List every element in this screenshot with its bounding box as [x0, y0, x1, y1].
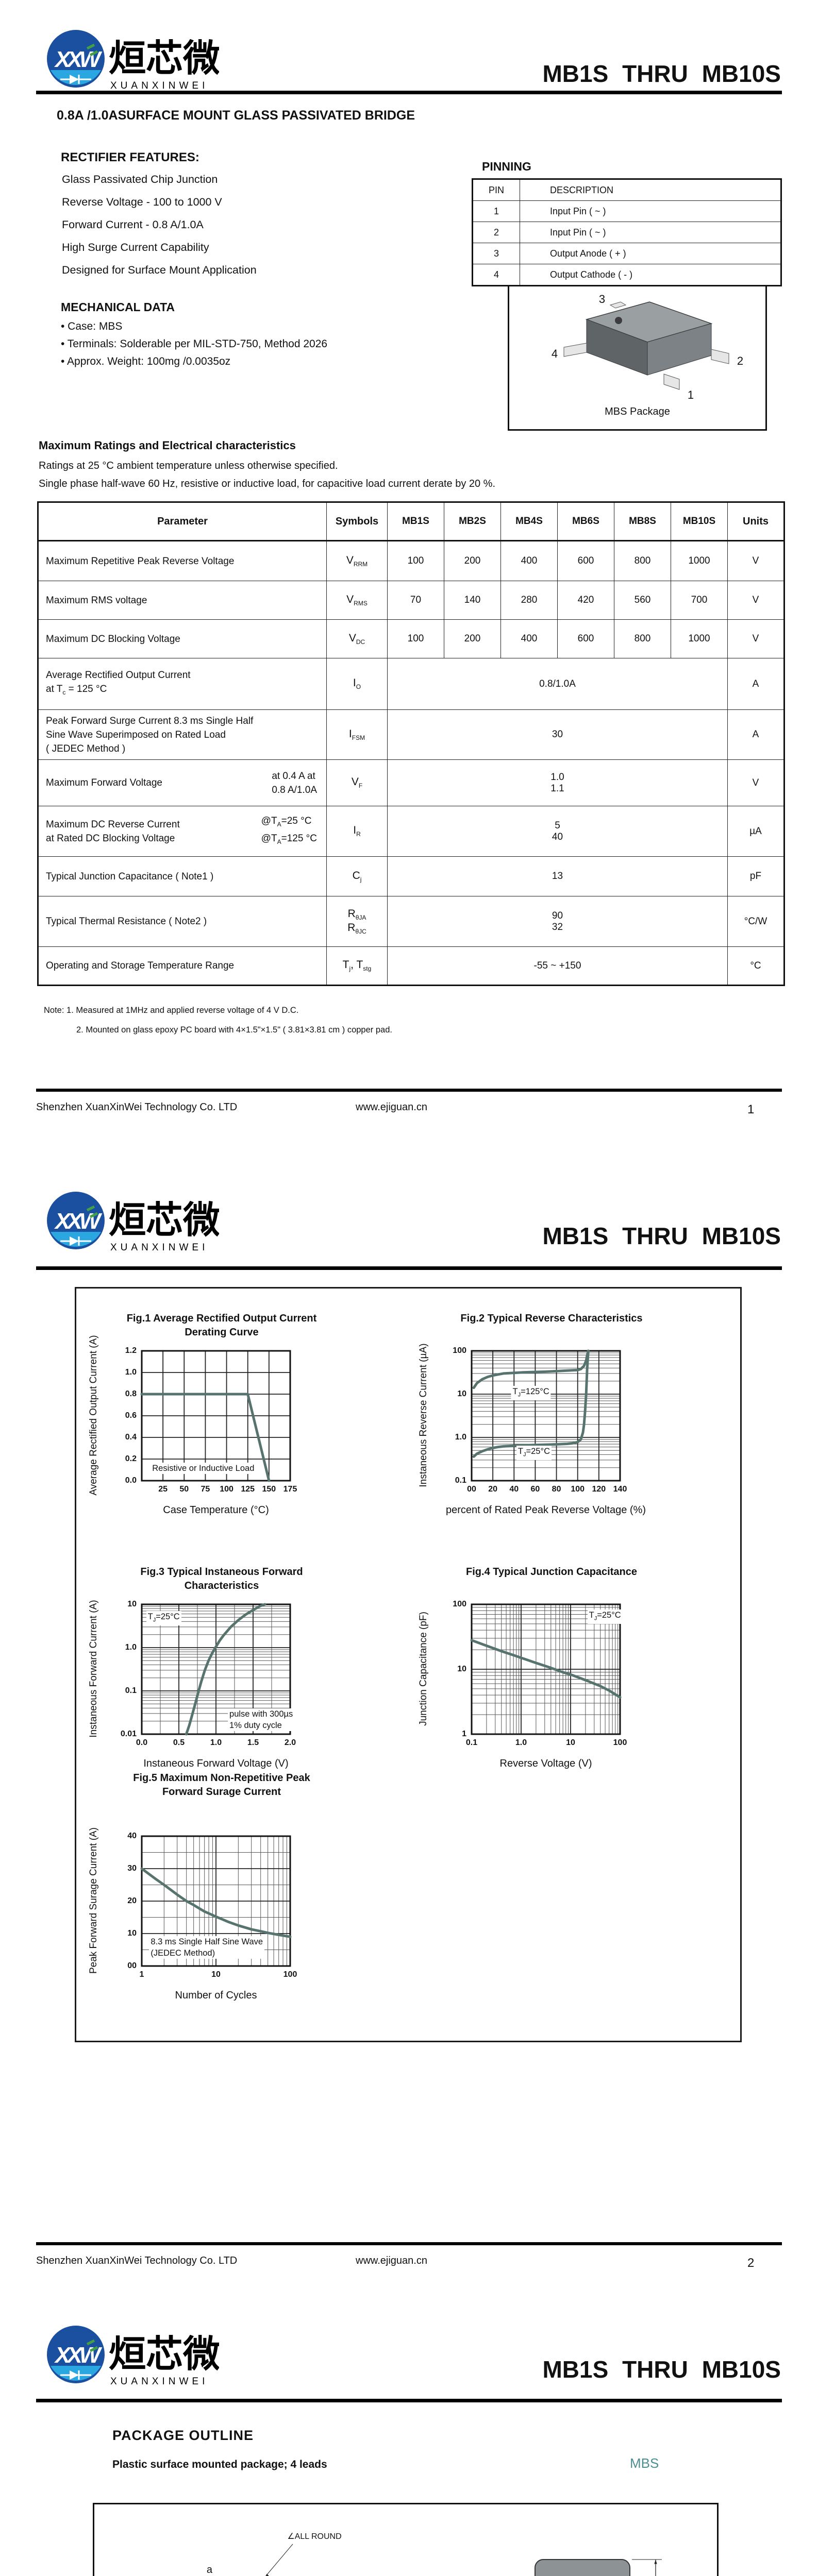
- ratings-row: Typical Junction Capacitance ( Note1 ) Cj…: [38, 856, 784, 896]
- ratings-header: Symbols: [326, 502, 388, 541]
- footer-rule-1: [36, 1089, 782, 1092]
- svg-text:烜芯微: 烜芯微: [109, 1200, 219, 1241]
- pinning-row: 1 Input Pin ( ~ ): [472, 200, 781, 222]
- pinning-title: PINNING: [482, 160, 531, 173]
- ratings-title: Maximum Ratings and Electrical character…: [39, 439, 296, 452]
- mechanical-item: • Terminals: Solderable per MIL-STD-750,…: [61, 338, 328, 350]
- pinning-row: 2 Input Pin ( ~ ): [472, 222, 781, 243]
- ratings-row: Maximum DC Blocking Voltage VDC 100 200 400 6…: [38, 619, 784, 658]
- header-rule-1: [36, 91, 782, 94]
- ratings-row: Operating and Storage Temperature Range T…: [38, 946, 784, 986]
- ratings-row: Maximum Repetitive Peak Reverse Voltage V…: [38, 540, 784, 581]
- ratings-header: MB2S: [444, 502, 501, 541]
- footer-rule-2: [36, 2242, 782, 2245]
- brand-logo-icon: XXW 烜芯微 XUANXINWEI: [47, 2326, 220, 2387]
- page-number-1: 1: [747, 1103, 755, 1116]
- pinning-row: 4 Output Cathode ( - ): [472, 264, 781, 286]
- footer-company-2: Shenzhen XuanXinWei Technology Co. LTD: [36, 2255, 238, 2266]
- page3-logo: XXW 烜芯微 XUANXINWEI: [44, 2321, 220, 2391]
- feature-item: Reverse Voltage - 100 to 1000 V: [62, 196, 222, 208]
- feature-item: High Surge Current Capability: [62, 241, 209, 253]
- outline-drawing-box: [93, 2503, 719, 2576]
- package-name-label: MBS: [630, 2455, 659, 2471]
- svg-text:烜芯微: 烜芯微: [109, 2334, 219, 2375]
- svg-text:XUANXINWEI: XUANXINWEI: [110, 2376, 208, 2387]
- ratings-header: MB10S: [671, 502, 728, 541]
- footer-url-2[interactable]: www.ejiguan.cn: [356, 2255, 427, 2266]
- note-line-2: 2. Mounted on glass epoxy PC board with …: [76, 1025, 392, 1035]
- feature-item: Glass Passivated Chip Junction: [62, 173, 218, 185]
- ratings-row: Average Rectified Output Current at Tc = …: [38, 658, 784, 710]
- logo-monogram: XXW: [54, 47, 103, 72]
- svg-text:4: 4: [552, 347, 558, 360]
- ratings-row: Peak Forward Surge Current 8.3 ms Single…: [38, 709, 784, 760]
- feature-item: Forward Current - 0.8 A/1.0A: [62, 218, 204, 231]
- ratings-cond-2: Single phase half-wave 60 Hz, resistive …: [39, 478, 496, 489]
- logo-en-text: XUANXINWEI: [110, 80, 208, 91]
- page1-title: MB1S THRU MB10S: [542, 60, 781, 87]
- page-number-2: 2: [747, 2256, 755, 2270]
- brand-logo-icon: XXW 烜芯微 XUANXINWEI: [47, 30, 220, 91]
- ratings-table: Parameter Symbols MB1S MB2S MB4S MB6S MB8S MB10…: [37, 501, 785, 986]
- subtitle: 0.8A /1.0ASURFACE MOUNT GLASS PASSIVATED…: [57, 108, 415, 123]
- package-image-box: MBS Package 3 4 2 1: [508, 285, 767, 431]
- svg-text:3: 3: [599, 293, 605, 306]
- note-line-1: Note: 1. Measured at 1MHz and applied re…: [44, 1006, 299, 1015]
- features-title: RECTIFIER FEATURES:: [61, 150, 199, 164]
- page2-title: MB1S THRU MB10S: [542, 1223, 781, 1249]
- outline-side-view: ∠ALL ROUNDacLL1HE: [155, 2519, 474, 2576]
- header-rule-3: [36, 2399, 782, 2402]
- feature-item: Designed for Surface Mount Application: [62, 264, 257, 276]
- mechanical-item: • Case: MBS: [61, 320, 123, 332]
- ratings-header: MB6S: [557, 502, 614, 541]
- svg-text:1: 1: [688, 388, 694, 401]
- svg-text:a: a: [207, 2564, 213, 2575]
- features-list: Glass Passivated Chip Junction Reverse Vo…: [62, 173, 257, 286]
- pinning-header: PIN: [472, 179, 520, 201]
- figures-box: [75, 1287, 742, 2042]
- brand-logo-icon: XXW 烜芯微 XUANXINWEI: [47, 1192, 220, 1253]
- header-rule-2: [36, 1266, 782, 1270]
- svg-text:∠ALL ROUND: ∠ALL ROUND: [287, 2532, 341, 2541]
- svg-text:XXW: XXW: [54, 2343, 103, 2368]
- outline-end-view: Ad: [505, 2519, 680, 2576]
- ratings-header: MB1S: [387, 502, 444, 541]
- package-outline-title: PACKAGE OUTLINE: [112, 2428, 254, 2443]
- ratings-row: Typical Thermal Resistance ( Note2 ) RθJA…: [38, 896, 784, 947]
- ratings-row: Maximum DC Reverse Current at Rated DC Bl…: [38, 806, 784, 857]
- page2-logo: XXW 烜芯微 XUANXINWEI: [44, 1188, 220, 1257]
- mechanical-item: • Approx. Weight: 100mg /0.0035oz: [61, 355, 231, 367]
- page3-title: MB1S THRU MB10S: [542, 2356, 781, 2383]
- package-outline-sub: Plastic surface mounted package; 4 leads: [112, 2459, 327, 2470]
- ratings-row: Maximum Forward Voltage at 0.4 A at 0.8 A/…: [38, 759, 784, 806]
- svg-text:XUANXINWEI: XUANXINWEI: [110, 1242, 208, 1253]
- pinning-row: 3 Output Anode ( + ): [472, 243, 781, 264]
- ratings-header: MB4S: [500, 502, 558, 541]
- svg-text:XXW: XXW: [54, 1209, 103, 1234]
- mechanical-list: • Case: MBS • Terminals: Solderable per M…: [61, 320, 327, 373]
- ratings-row: Maximum RMS voltage VRMS 70 140 280 420 560 700…: [38, 581, 784, 620]
- logo-cn-text: 烜芯微: [109, 38, 219, 79]
- package-caption: MBS Package: [605, 406, 670, 417]
- page1-logo: XXW 烜芯微 XUANXINWEI: [44, 26, 220, 95]
- footer-url-1[interactable]: www.ejiguan.cn: [356, 1101, 427, 1113]
- ratings-header: Parameter: [38, 502, 327, 541]
- pinning-table: PIN DESCRIPTION 1 Input Pin ( ~ ) 2 Input Pin…: [472, 178, 782, 286]
- svg-text:2: 2: [737, 354, 743, 367]
- ratings-cond-1: Ratings at 25 °C ambient temperature unl…: [39, 460, 338, 471]
- footer-company-1: Shenzhen XuanXinWei Technology Co. LTD: [36, 1101, 238, 1113]
- ratings-header: MB8S: [614, 502, 671, 541]
- ratings-header: Units: [727, 502, 784, 541]
- mechanical-title: MECHANICAL DATA: [61, 300, 175, 314]
- pinning-header: DESCRIPTION: [520, 179, 781, 201]
